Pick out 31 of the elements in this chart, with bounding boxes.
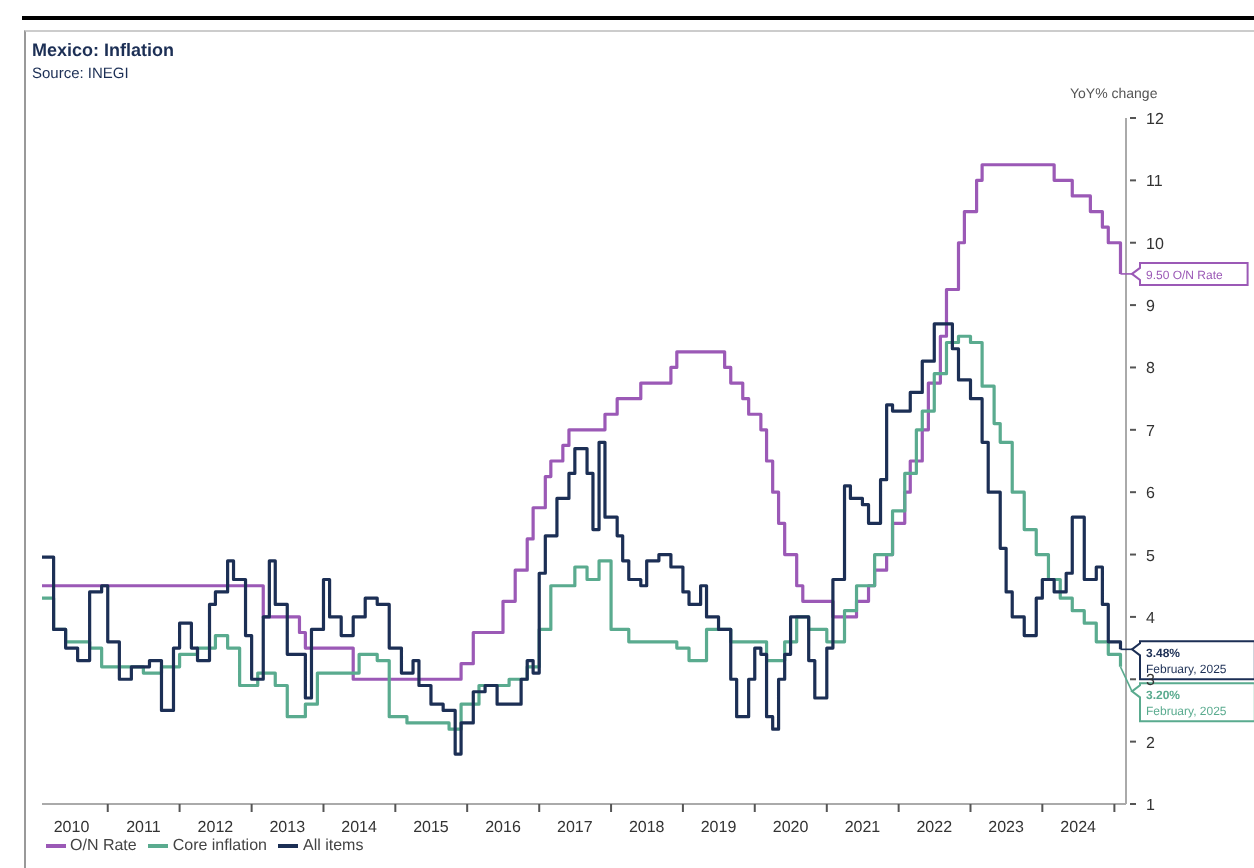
- legend-label: All items: [300, 836, 364, 854]
- x-tick-label: 2018: [628, 818, 666, 836]
- x-tick-label: 2013: [269, 818, 307, 836]
- y-tick-label: 9: [1146, 297, 1156, 316]
- y-tick-label: 6: [1146, 484, 1156, 503]
- x-tick-label: 2019: [700, 818, 738, 836]
- x-tick-label: 2016: [485, 818, 522, 836]
- y-tick-label: 1: [1146, 796, 1156, 814]
- chart-title: Mexico: Inflation: [32, 40, 175, 60]
- x-tick-label: 2010: [53, 818, 91, 836]
- x-tick-label: 2015: [413, 818, 450, 836]
- legend-label: Core inflation: [170, 836, 267, 854]
- x-tick-label: 2011: [126, 818, 162, 836]
- y-tick-label: 12: [1146, 110, 1165, 128]
- x-tick-label: 2020: [772, 818, 810, 836]
- x-tick-label: 2023: [988, 818, 1026, 836]
- x-tick-label: 2012: [197, 818, 235, 836]
- y-tick-label: 11: [1146, 172, 1164, 191]
- legend-label: O/N Rate: [68, 836, 137, 854]
- x-tick-label: 2017: [557, 818, 594, 836]
- y-tick-label: 5: [1146, 546, 1156, 565]
- x-tick-label: 2021: [844, 818, 882, 836]
- y-tick-label: 7: [1146, 421, 1156, 440]
- y-tick-label: 3: [1146, 671, 1156, 690]
- y-tick-label: 2: [1146, 733, 1156, 752]
- y-tick-label: 4: [1146, 608, 1156, 627]
- y-tick-label: 8: [1146, 359, 1156, 378]
- y-tick-label: 10: [1146, 234, 1165, 253]
- x-tick-label: 2022: [916, 818, 954, 836]
- x-tick-label: 2014: [341, 818, 379, 836]
- x-tick-label: 2024: [1060, 818, 1098, 836]
